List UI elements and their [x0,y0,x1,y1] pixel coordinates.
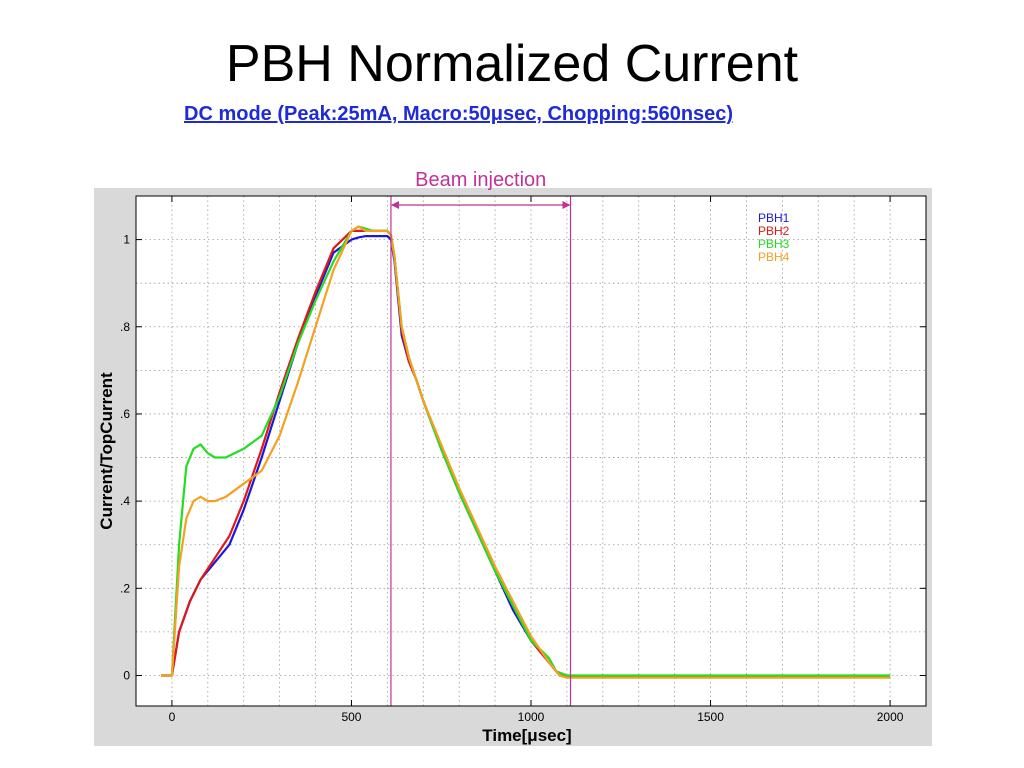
beam-injection-label: Beam injection [415,169,546,191]
series-line-pbh4 [161,225,891,679]
legend-entry-pbh3: PBH3 [758,237,790,251]
y-tick-label: .4 [120,494,130,508]
ticks: 0 500 1000 1500 2000 0 .2 .4 .6 .8 1 [120,196,926,724]
y-tick-label: .6 [120,407,130,421]
x-tick-label: 1500 [697,710,724,724]
x-tick-label: 0 [169,710,176,724]
plot-area [136,196,926,706]
legend-entry-pbh4: PBH4 [758,250,790,264]
annotation-group: Beam injection [390,169,572,706]
x-tick-label: 2000 [877,710,904,724]
x-tick-label: 500 [341,710,361,724]
slide-title: PBH Normalized Current [225,35,799,93]
y-tick-label: 1 [123,233,130,247]
y-tick-label: .2 [120,581,130,595]
legend-entry-pbh2: PBH2 [758,224,790,238]
y-tick-label: .8 [120,320,130,334]
slide-subtitle[interactable]: DC mode (Peak:25mA, Macro:50μsec, Choppi… [184,103,734,125]
y-axis-label: Current/TopCurrent [97,372,116,530]
x-axis-label: Time[μsec] [482,726,571,745]
legend-entry-pbh1: PBH1 [758,211,790,225]
x-tick-label: 1000 [518,710,545,724]
y-tick-label: 0 [123,668,130,682]
plot-border [135,195,927,707]
